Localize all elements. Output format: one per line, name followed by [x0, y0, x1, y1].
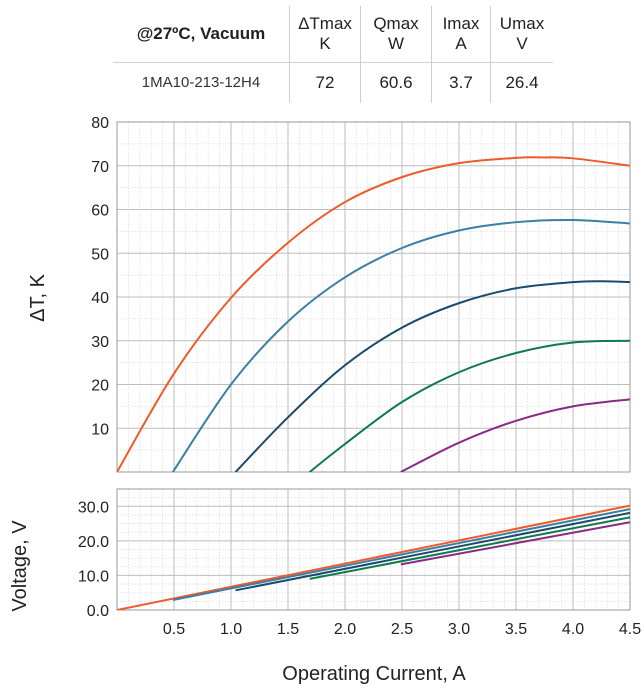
y-tick-label: 20 [91, 378, 109, 395]
plot-frame [116, 488, 631, 611]
x-tick-label: 1.0 [220, 621, 242, 638]
col-imax: Imax A [431, 6, 491, 63]
y-tick-label: 40 [91, 290, 109, 307]
col-imax-name: Imax [442, 14, 480, 33]
col-dtmax-unit: K [319, 34, 331, 53]
value-umax: 26.4 [490, 62, 553, 103]
x-tick-label: 0.5 [163, 621, 185, 638]
y-tick-label: 10 [91, 421, 109, 438]
x-tick-label: 2.0 [334, 621, 356, 638]
delta-t-axis-label: ΔT, K [27, 273, 49, 321]
series-line-4 [309, 516, 630, 580]
y-tick-label: 50 [91, 246, 109, 263]
col-dtmax-name: ΔTmax [298, 14, 352, 33]
col-qmax-name: Qmax [373, 14, 419, 33]
voltage-chart: 0.0 10.0 20.0 30.0 0.5 1.0 1.5 2.0 2.5 3.0 3.5 4.0 4… [78, 488, 641, 638]
col-imax-unit: A [455, 34, 467, 53]
series-line-1 [117, 156, 630, 472]
plot-frame [116, 121, 631, 473]
model-name: 1MA10-213-12H4 [141, 74, 261, 91]
series-line-1 [117, 504, 630, 610]
y-tick-label: 10.0 [78, 568, 109, 585]
y-tick-label: 0.0 [87, 603, 109, 620]
series-line-4 [309, 339, 630, 472]
y-tick-label: 30 [91, 334, 109, 351]
spec-table: @27ºC, Vacuum ΔTmax K Qmax W Imax A Umax… [113, 6, 553, 103]
y-tick-label: 70 [91, 159, 109, 176]
delta-t-chart: 10 20 30 40 50 60 70 80 [91, 115, 631, 473]
col-umax: Umax V [490, 6, 553, 63]
series-line-5 [400, 398, 630, 472]
x-axis-label: Operating Current, A [282, 663, 466, 685]
col-dtmax: ΔTmax K [289, 6, 361, 63]
value-qmax: 60.6 [360, 62, 432, 103]
spec-value-row: 1MA10-213-12H4 72 60.6 3.7 26.4 [113, 62, 553, 103]
col-umax-name: Umax [499, 14, 545, 33]
series-line-3 [235, 511, 630, 592]
spec-header-row: @27ºC, Vacuum ΔTmax K Qmax W Imax A Umax… [113, 6, 553, 63]
x-tick-label: 4.5 [619, 621, 641, 638]
y-tick-label: 20.0 [78, 534, 109, 551]
x-tick-label: 4.0 [562, 621, 584, 638]
y-tick-label: 80 [91, 115, 109, 132]
voltage-axis-label: Voltage, V [9, 520, 31, 612]
y-tick-label: 30.0 [78, 499, 109, 516]
x-tick-label: 3.0 [448, 621, 470, 638]
x-tick-label: 1.5 [277, 621, 299, 638]
series-line-2 [172, 508, 630, 601]
col-umax-unit: V [516, 34, 528, 53]
series-line-2 [172, 218, 630, 472]
series-line-5 [400, 521, 630, 566]
x-tick-label: 2.5 [391, 621, 413, 638]
col-qmax-unit: W [387, 34, 405, 53]
condition-label: @27ºC, Vacuum [113, 6, 290, 63]
x-tick-label: 3.5 [505, 621, 527, 638]
col-qmax: Qmax W [360, 6, 432, 63]
series-line-3 [234, 280, 630, 472]
value-imax: 3.7 [431, 62, 491, 103]
y-tick-label: 60 [91, 203, 109, 220]
value-dtmax: 72 [289, 62, 361, 103]
